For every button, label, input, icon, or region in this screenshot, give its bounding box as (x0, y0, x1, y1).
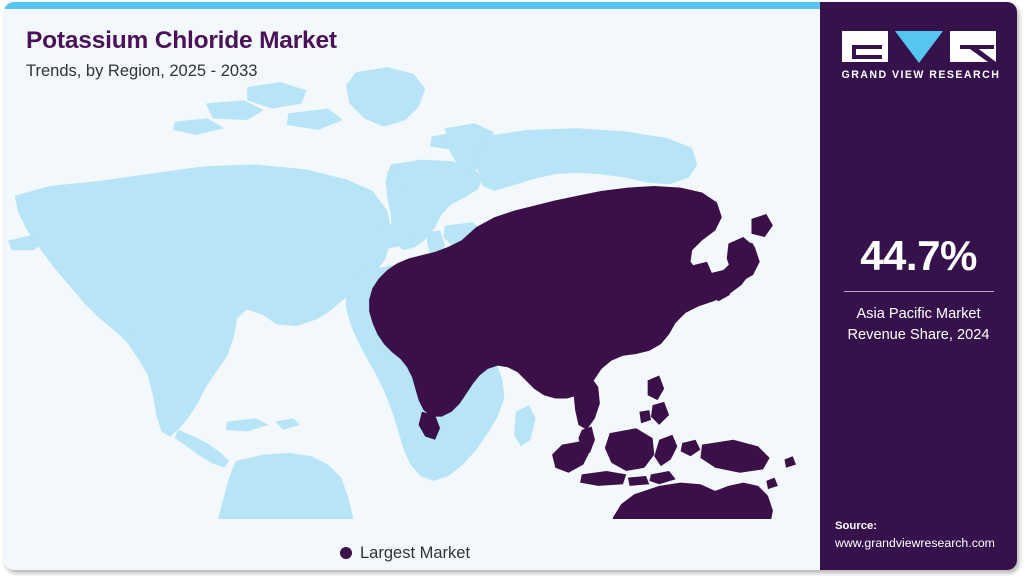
page-subtitle: Trends, by Region, 2025 - 2033 (26, 61, 258, 80)
region-java (580, 471, 627, 486)
land-south-america (218, 452, 354, 519)
region-timor (649, 471, 676, 485)
land-british-isles (387, 166, 412, 188)
brand-wordmark: GRAND VIEW RESEARCH (841, 69, 1001, 81)
page-title: Potassium Chloride Market (26, 27, 337, 54)
region-pacific-island-b (766, 477, 778, 490)
stat-value: 44.7% (860, 232, 977, 279)
region-indochina (573, 375, 600, 430)
gvr-monogram-icon (841, 31, 996, 63)
accent-top-bar (4, 2, 1017, 9)
land-central-america (174, 429, 230, 468)
region-philippines-c (639, 410, 651, 424)
region-japan-north (751, 213, 773, 238)
land-arctic-islands-b (206, 100, 264, 121)
land-iberia (375, 222, 414, 249)
land-europe-west (385, 159, 483, 251)
land-caribbean-b (275, 418, 300, 430)
region-borneo (604, 428, 655, 472)
source-block: Source: www.grandviewresearch.com (835, 519, 1015, 552)
infographic-card: Potassium Chloride Market Trends, by Reg… (4, 2, 1017, 570)
region-papua (700, 439, 770, 473)
stat-label-line2: Revenue Share, 2024 (847, 327, 990, 344)
source-url[interactable]: www.grandviewresearch.com (835, 535, 995, 550)
map-legend: Largest Market (340, 545, 470, 562)
region-korea (690, 261, 712, 285)
stat-divider (843, 291, 994, 292)
region-sumatra (552, 441, 590, 473)
region-philippines-b (650, 401, 670, 425)
world-map-panel: Potassium Chloride Market Trends, by Reg… (4, 9, 820, 570)
brand-logo: GRAND VIEW RESEARCH (841, 29, 1001, 81)
land-baja (123, 329, 162, 387)
land-caribbean-a (225, 418, 269, 432)
land-russia-west (477, 128, 698, 191)
source-heading: Source: (835, 519, 878, 532)
side-panel: GRAND VIEW RESEARCH 44.7% Asia Pacific M… (820, 2, 1017, 570)
land-alaska-islands (8, 235, 47, 251)
world-map (4, 49, 820, 519)
region-india-tip (418, 411, 441, 440)
region-japan-south (710, 284, 731, 302)
legend-label: Largest Market (360, 544, 471, 562)
stat-block: 44.7% Asia Pacific Market Revenue Share,… (820, 235, 1017, 346)
land-madagascar (514, 405, 536, 447)
land-arctic-islands-a (247, 82, 307, 109)
region-japan-main (726, 237, 760, 282)
region-philippines-a (647, 375, 665, 401)
land-highlight-group (369, 185, 796, 519)
region-maluku (680, 439, 701, 457)
region-asia-mainland (369, 185, 757, 417)
land-greenland (346, 67, 426, 127)
region-pacific-island-a (784, 456, 796, 468)
region-lesser-sunda (627, 475, 650, 486)
region-sulawesi (654, 434, 678, 467)
header-block: Potassium Chloride Market Trends, by Reg… (26, 27, 337, 80)
region-australia (612, 482, 773, 519)
land-north-america (14, 164, 393, 437)
land-arctic-islands-d (173, 118, 225, 135)
filled-circle-icon (340, 547, 352, 560)
stat-label-line1: Asia Pacific Market (856, 306, 981, 322)
land-arctic-islands-c (286, 108, 343, 130)
